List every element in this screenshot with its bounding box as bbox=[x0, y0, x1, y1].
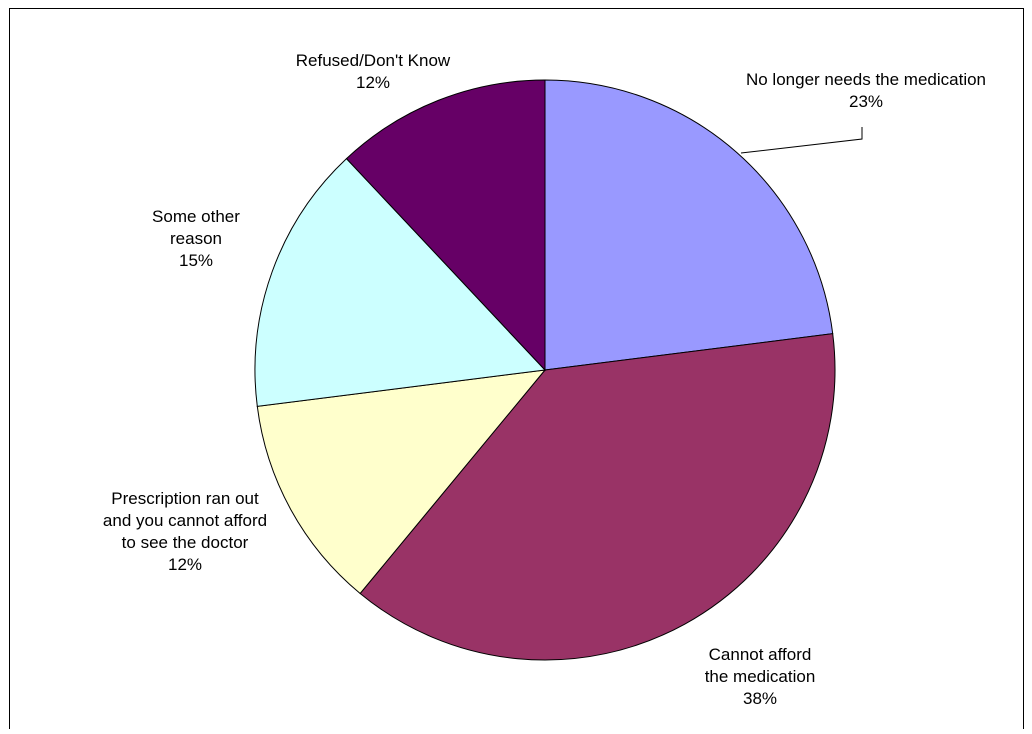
slice-percent-label: 12% bbox=[168, 555, 202, 574]
slice-label: Cannot afford the medication 38% bbox=[705, 645, 816, 708]
pie-slice bbox=[256, 369, 547, 595]
slice-label-line: Refused/Don't Know bbox=[296, 51, 451, 70]
slice-label-line: reason bbox=[170, 229, 222, 248]
leader-lines bbox=[740, 127, 863, 154]
slice-percent-label: 15% bbox=[179, 251, 213, 270]
slice-label: Some other reason 15% bbox=[152, 207, 240, 270]
slice-label-line: No longer needs the medication bbox=[746, 70, 986, 89]
chart-border bbox=[9, 8, 1024, 729]
slice-labels: No longer needs the medication 23% Cannot … bbox=[103, 51, 986, 708]
pie-slice bbox=[544, 79, 834, 371]
slice-label-line: and you cannot afford bbox=[103, 511, 267, 530]
slice-label: Prescription ran out and you cannot affor… bbox=[103, 489, 267, 574]
slice-label-line: Some other bbox=[152, 207, 240, 226]
slice-percent-label: 12% bbox=[356, 73, 390, 92]
slice-label-line: the medication bbox=[705, 667, 816, 686]
slice-label-line: to see the doctor bbox=[122, 533, 249, 552]
slice-percent-label: 38% bbox=[743, 689, 777, 708]
leader-line bbox=[740, 127, 863, 154]
pie-slice bbox=[254, 157, 547, 407]
slice-label-line: Cannot afford bbox=[709, 645, 812, 664]
slice-percent-label: 23% bbox=[849, 92, 883, 111]
slice-label-line: Prescription ran out bbox=[111, 489, 259, 508]
pie-slices bbox=[254, 79, 836, 661]
slice-label: Refused/Don't Know 12% bbox=[296, 51, 451, 92]
slice-label: No longer needs the medication 23% bbox=[746, 70, 986, 111]
pie-slice bbox=[359, 333, 836, 661]
pie-slice bbox=[345, 79, 546, 372]
